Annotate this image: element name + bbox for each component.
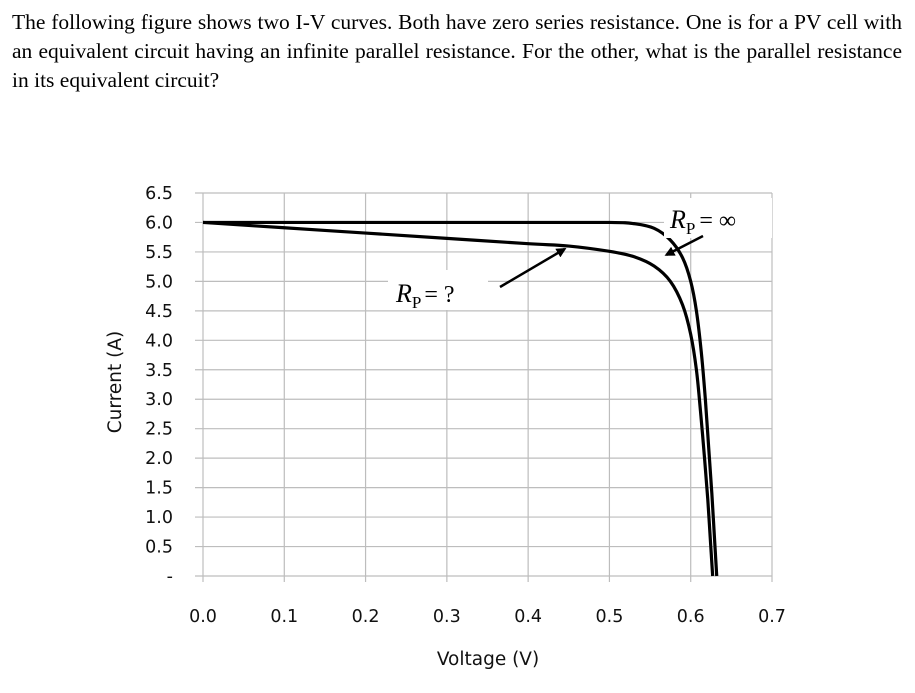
iv-curve-finite-rp (202, 220, 715, 577)
y-tick-label: 5.5 (145, 243, 173, 263)
y-tick-label: - (167, 567, 173, 587)
y-tick-label: 1.5 (145, 479, 173, 499)
x-tick-labels: 0.0 0.1 0.2 0.3 0.4 0.5 0.6 0.7 (189, 607, 786, 627)
x-tick-label: 0.7 (758, 607, 786, 627)
annotation-arrow (499, 247, 567, 289)
y-tick-label: 3.0 (145, 390, 173, 410)
grid-lines (195, 192, 773, 582)
x-axis-label: Voltage (V) (437, 649, 539, 670)
iv-curves (202, 220, 719, 577)
x-tick-label: 0.4 (514, 607, 542, 627)
y-tick-label: 5.0 (145, 272, 173, 292)
y-axis-label: Current (A) (105, 331, 126, 433)
y-tick-label: 6.0 (145, 213, 173, 233)
y-tick-label: 2.5 (145, 420, 173, 440)
y-tick-label: 3.5 (145, 361, 173, 381)
annotation-arrow (664, 234, 704, 256)
y-tick-label: 0.5 (145, 538, 173, 558)
question-text: The following figure shows two I-V curve… (12, 10, 902, 92)
x-tick-label: 0.0 (189, 607, 217, 627)
y-tick-label: 4.0 (145, 331, 173, 351)
y-tick-label: 6.5 (145, 184, 173, 204)
annotation-rp-infinite: RP = ∞ (669, 205, 736, 238)
x-tick-label: 0.5 (596, 607, 624, 627)
x-tick-label: 0.3 (433, 607, 461, 627)
x-tick-label: 0.2 (352, 607, 380, 627)
annotations: RP = ? RP = ∞ (388, 198, 772, 312)
annotation-bg (664, 198, 772, 238)
y-tick-labels: 6.5 6.0 5.5 5.0 4.5 4.0 3.5 3.0 2.5 2.0 1.5 1.0 0.5 - (145, 184, 173, 587)
y-tick-label: 4.5 (145, 302, 173, 322)
annotation-bg (388, 270, 488, 310)
x-tick-label: 0.6 (677, 607, 705, 627)
annotation-rp-unknown: RP = ? (395, 279, 455, 312)
x-tick-label: 0.1 (270, 607, 298, 627)
y-tick-label: 1.0 (145, 508, 173, 528)
iv-curve-ideal (202, 220, 719, 577)
y-tick-label: 2.0 (145, 449, 173, 469)
